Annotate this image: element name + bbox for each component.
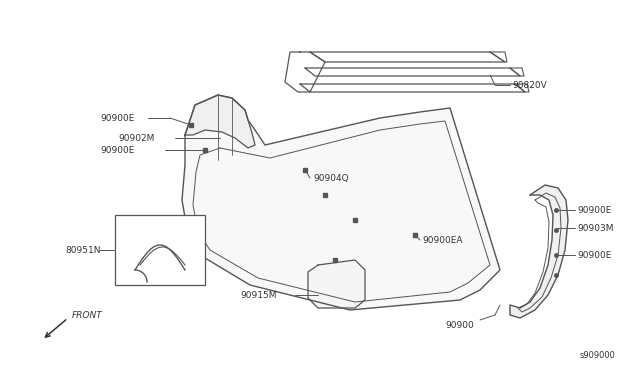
Text: 90902M: 90902M bbox=[118, 134, 154, 142]
Text: s909000: s909000 bbox=[579, 351, 615, 360]
Text: FRONT: FRONT bbox=[72, 311, 103, 320]
Text: 90900E: 90900E bbox=[577, 205, 611, 215]
Text: 90900EA: 90900EA bbox=[422, 235, 463, 244]
Polygon shape bbox=[308, 260, 365, 308]
Text: 90904Q: 90904Q bbox=[313, 173, 349, 183]
Text: 80951N: 80951N bbox=[65, 246, 100, 254]
Bar bbox=[115, 215, 205, 285]
Text: 90900: 90900 bbox=[445, 321, 474, 330]
Polygon shape bbox=[510, 185, 568, 318]
Text: 90903M: 90903M bbox=[577, 224, 614, 232]
Text: 90820V: 90820V bbox=[512, 80, 547, 90]
Polygon shape bbox=[182, 95, 500, 310]
Polygon shape bbox=[185, 95, 255, 148]
Text: 90900E: 90900E bbox=[100, 113, 134, 122]
Text: 90915M: 90915M bbox=[240, 291, 276, 299]
Text: 90900E: 90900E bbox=[100, 145, 134, 154]
Text: 90900E: 90900E bbox=[577, 250, 611, 260]
